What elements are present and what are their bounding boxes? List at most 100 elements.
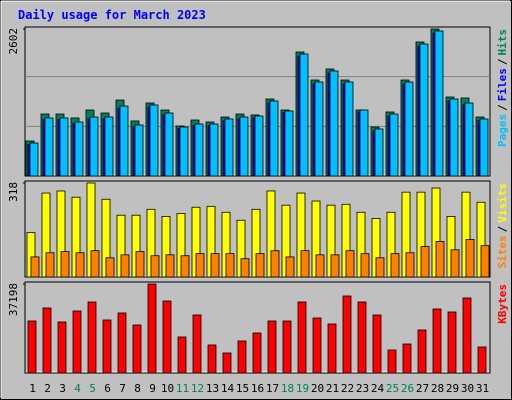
x-tick-label: 13 xyxy=(206,382,219,395)
bar xyxy=(60,251,70,278)
bar xyxy=(267,320,277,374)
bar xyxy=(177,336,187,374)
legend-entry: Files xyxy=(496,68,509,101)
bar xyxy=(240,258,250,278)
x-tick-label: 1 xyxy=(29,382,36,395)
x-tick-label: 4 xyxy=(74,382,81,395)
x-tick-label: 30 xyxy=(461,382,474,395)
bar xyxy=(30,256,40,278)
bar xyxy=(389,113,399,177)
bar xyxy=(417,329,427,374)
legend: Pages / Files / Hits xyxy=(496,29,509,147)
bar xyxy=(299,53,309,177)
x-tick-label: 23 xyxy=(356,382,369,395)
x-tick-label: 26 xyxy=(401,382,414,395)
bar xyxy=(74,121,84,177)
bar xyxy=(372,314,382,374)
legend-entry: Sites xyxy=(496,235,509,268)
x-tick-label: 28 xyxy=(431,382,444,395)
bar xyxy=(252,332,262,374)
bar xyxy=(465,239,475,278)
bar xyxy=(102,319,112,374)
bar xyxy=(165,254,175,278)
x-tick-label: 18 xyxy=(281,382,294,395)
bar xyxy=(420,246,430,278)
bar xyxy=(360,253,370,278)
bar xyxy=(330,254,340,278)
x-tick-label: 14 xyxy=(221,382,235,395)
y-tick-label: 318 xyxy=(7,182,20,202)
bar xyxy=(75,252,85,278)
bar xyxy=(375,257,385,278)
bar xyxy=(344,81,354,177)
bar xyxy=(447,311,457,374)
legend: KBytes xyxy=(496,284,509,324)
x-tick-label: 12 xyxy=(191,382,204,395)
bar xyxy=(164,112,174,177)
bar xyxy=(314,81,324,177)
bar xyxy=(285,256,295,278)
bar xyxy=(297,301,307,374)
bar xyxy=(162,300,172,374)
bar xyxy=(462,297,472,374)
chart-title: Daily usage for March 2023 xyxy=(18,8,206,22)
x-tick-label: 6 xyxy=(104,382,111,395)
x-tick-label: 8 xyxy=(134,382,141,395)
bar xyxy=(419,43,429,177)
legend-separator: / xyxy=(496,58,509,65)
bar xyxy=(342,295,352,374)
bar xyxy=(119,105,129,177)
bar xyxy=(224,118,234,177)
bar xyxy=(357,301,367,374)
bar xyxy=(195,253,205,278)
bar xyxy=(345,250,355,278)
x-tick-label: 11 xyxy=(176,382,189,395)
x-tick-label: 2 xyxy=(44,382,51,395)
bar xyxy=(450,249,460,278)
x-tick-label: 3 xyxy=(59,382,66,395)
legend-entry: Visits xyxy=(496,183,509,223)
bar xyxy=(254,115,264,177)
bar xyxy=(192,314,202,374)
bar xyxy=(434,30,444,177)
bar xyxy=(315,254,325,278)
x-tick-label: 16 xyxy=(251,382,264,395)
y-tick-label: 2602 xyxy=(7,28,20,55)
bar xyxy=(117,312,127,374)
bar xyxy=(135,251,145,278)
bar xyxy=(27,320,37,374)
bar xyxy=(72,310,82,374)
bar xyxy=(390,253,400,278)
bar xyxy=(210,253,220,278)
bar xyxy=(255,253,265,278)
x-tick-label: 17 xyxy=(266,382,279,395)
bar xyxy=(209,123,219,177)
bar xyxy=(150,255,160,278)
bar xyxy=(42,307,52,374)
y-tick-label: 37198 xyxy=(7,283,20,316)
legend-entry: KBytes xyxy=(496,284,509,324)
x-tick-label: 19 xyxy=(296,382,309,395)
bar xyxy=(449,98,459,177)
bar xyxy=(327,323,337,374)
x-tick-label: 24 xyxy=(371,382,385,395)
bar xyxy=(282,320,292,374)
bar xyxy=(405,252,415,278)
x-tick-label: 10 xyxy=(161,382,174,395)
bar xyxy=(132,324,142,374)
bar xyxy=(432,308,442,374)
bar xyxy=(120,254,130,278)
bar xyxy=(29,142,39,177)
bar xyxy=(225,253,235,278)
bar xyxy=(270,250,280,278)
bar xyxy=(480,245,490,278)
bar xyxy=(435,241,445,278)
x-tick-label: 5 xyxy=(89,382,96,395)
legend: Sites / Visits xyxy=(496,183,509,269)
x-tick-label: 29 xyxy=(446,382,459,395)
bar xyxy=(89,116,99,177)
bar xyxy=(179,126,189,177)
bar xyxy=(57,321,67,374)
legend-separator: / xyxy=(496,225,509,232)
